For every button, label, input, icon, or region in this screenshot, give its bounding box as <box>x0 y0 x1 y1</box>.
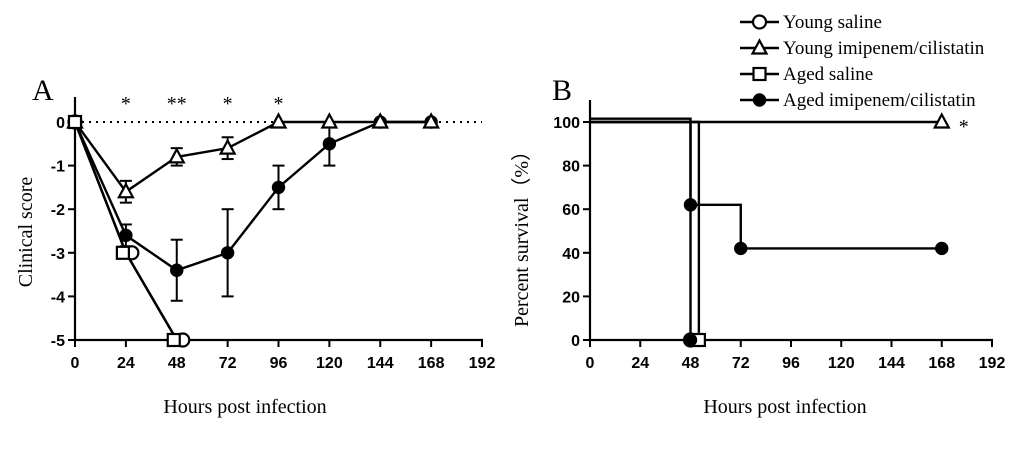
panel-b-y-tick-label-60: 60 <box>562 202 580 219</box>
panel-a-y-axis-title: Clinical score <box>15 177 37 288</box>
panel-b-y-tick-label-20: 20 <box>562 289 580 306</box>
panel-b-y-tick-label-80: 80 <box>562 159 580 176</box>
panel-b-y-tick-label-0: 0 <box>571 333 580 350</box>
panel-a-young-imipenem-cilistatin-point-96 <box>269 112 288 129</box>
panel-b-x-tick-label-144: 144 <box>878 355 905 372</box>
panel-b-x-tick-label-48: 48 <box>682 355 700 372</box>
panel-b-aged-imipenem-cilistatin-marker-2 <box>734 241 748 256</box>
panel-b-significance-0: * <box>959 116 969 138</box>
panel-a-young-imipenem-cilistatin-point-48 <box>167 147 186 164</box>
panel-b-x-tick-label-72: 72 <box>732 355 750 372</box>
legend-young-saline-symbol <box>751 14 768 30</box>
panel-a-x-tick-label-0: 0 <box>71 355 80 372</box>
panel-a-y-tick-label-5: -5 <box>51 333 65 350</box>
panel-a-y-tick-label-3: -3 <box>51 246 65 263</box>
legend-aged-saline-symbol <box>752 66 767 82</box>
panel-a-significance-3: * <box>274 93 284 115</box>
panel-a-x-tick-label-192: 192 <box>469 355 496 372</box>
panel-b-x-tick-label-120: 120 <box>828 355 855 372</box>
legend: Young saline Young imipenem/cilistatin A… <box>740 12 985 111</box>
panel-a-aged-saline-point-48 <box>166 332 181 348</box>
panel-a-significance-0: * <box>121 93 131 115</box>
panel-b-x-tick-label-0: 0 <box>586 355 595 372</box>
panel-a: A Hours post infection Clinical score 0 2… <box>15 74 495 418</box>
legend-label-young-saline: Young saline <box>783 12 882 33</box>
panel-a-young-imipenem-cilistatin-point-168 <box>422 112 440 129</box>
legend-label-young-imipenem: Young imipenem/cilistatin <box>783 38 985 59</box>
panel-a-aged-saline-point-24 <box>115 245 130 260</box>
panel-a-aged-imipenem-cilistatin-point-24 <box>119 228 133 243</box>
panel-a-aged-imipenem-cilistatin-point-72 <box>220 246 235 260</box>
panel-b-letter: B <box>552 74 572 107</box>
panel-a-young-imipenem-cilistatin-line <box>74 120 432 194</box>
panel-a-letter: A <box>32 74 54 107</box>
panel-a-y-tick-label-0: 0 <box>56 115 65 132</box>
panel-b-x-tick-label-168: 168 <box>928 355 955 372</box>
panel-a-x-axis-title: Hours post infection <box>163 396 326 418</box>
panel-b-x-tick-label-96: 96 <box>782 355 800 372</box>
panel-a-aged-imipenem-cilistatin-point-120 <box>322 137 337 151</box>
panel-a-y-tick-label-2: -2 <box>51 202 65 219</box>
panel-b-y-tick-label-100: 100 <box>553 115 580 132</box>
panel-a-aged-imipenem-cilistatin-line <box>73 120 432 272</box>
panel-a-young-imipenem-cilistatin-point-72 <box>218 138 237 155</box>
panel-b-x-axis-title: Hours post infection <box>703 396 866 418</box>
panel-a-x-tick-label-144: 144 <box>367 355 394 372</box>
legend-label-aged-imipenem: Aged imipenem/cilistatin <box>783 90 976 111</box>
panel-b-y-axis-title: Percent survival（%） <box>510 141 533 327</box>
panel-b-aged-imipenem-cilistatin-line <box>590 120 942 250</box>
panel-a-x-tick-label-168: 168 <box>418 355 445 372</box>
panel-a-x-tick-label-96: 96 <box>270 355 288 372</box>
panel-b-aged-imipenem-cilistatin-marker-1 <box>683 333 698 347</box>
panel-a-y-tick-label-1: -1 <box>51 159 65 176</box>
panel-a-x-tick-label-48: 48 <box>168 355 186 372</box>
panel-a-young-imipenem-cilistatin-point-120 <box>320 112 339 129</box>
legend-aged-imipenem-cilistatin-symbol <box>752 93 767 107</box>
panel-b-aged-imipenem-cilistatin-marker-3 <box>935 241 949 256</box>
panel-b: B Hours post infection Percent survival（… <box>510 74 1005 418</box>
panel-a-significance-2: * <box>223 93 233 115</box>
panel-b-aged-imipenem-cilistatin-marker-0 <box>683 198 698 212</box>
panel-a-x-tick-label-72: 72 <box>219 355 237 372</box>
panel-b-young-imipenem-cilistatin-marker-0 <box>932 112 951 129</box>
panel-b-y-tick-label-40: 40 <box>562 246 580 263</box>
panel-a-x-tick-label-24: 24 <box>117 355 135 372</box>
panel-a-young-imipenem-cilistatin-point-144 <box>371 112 390 129</box>
panel-b-x-tick-label-24: 24 <box>631 355 649 372</box>
panel-a-significance-1: ** <box>167 93 187 115</box>
panel-b-young-saline-line <box>590 117 692 340</box>
legend-label-aged-saline: Aged saline <box>783 64 873 85</box>
panel-a-aged-saline-point-0 <box>67 114 83 130</box>
panel-a-y-tick-label-4: -4 <box>51 289 65 306</box>
panel-a-x-tick-label-120: 120 <box>316 355 343 372</box>
panel-b-aged-saline-line <box>590 120 701 340</box>
panel-b-x-tick-label-192: 192 <box>979 355 1006 372</box>
panel-a-aged-imipenem-cilistatin-point-96 <box>271 180 286 195</box>
legend-young-imipenem-cilistatin-symbol <box>750 38 769 55</box>
panel-a-aged-imipenem-cilistatin-point-48 <box>170 263 184 277</box>
panel-a-young-imipenem-cilistatin-point-24 <box>117 181 135 199</box>
